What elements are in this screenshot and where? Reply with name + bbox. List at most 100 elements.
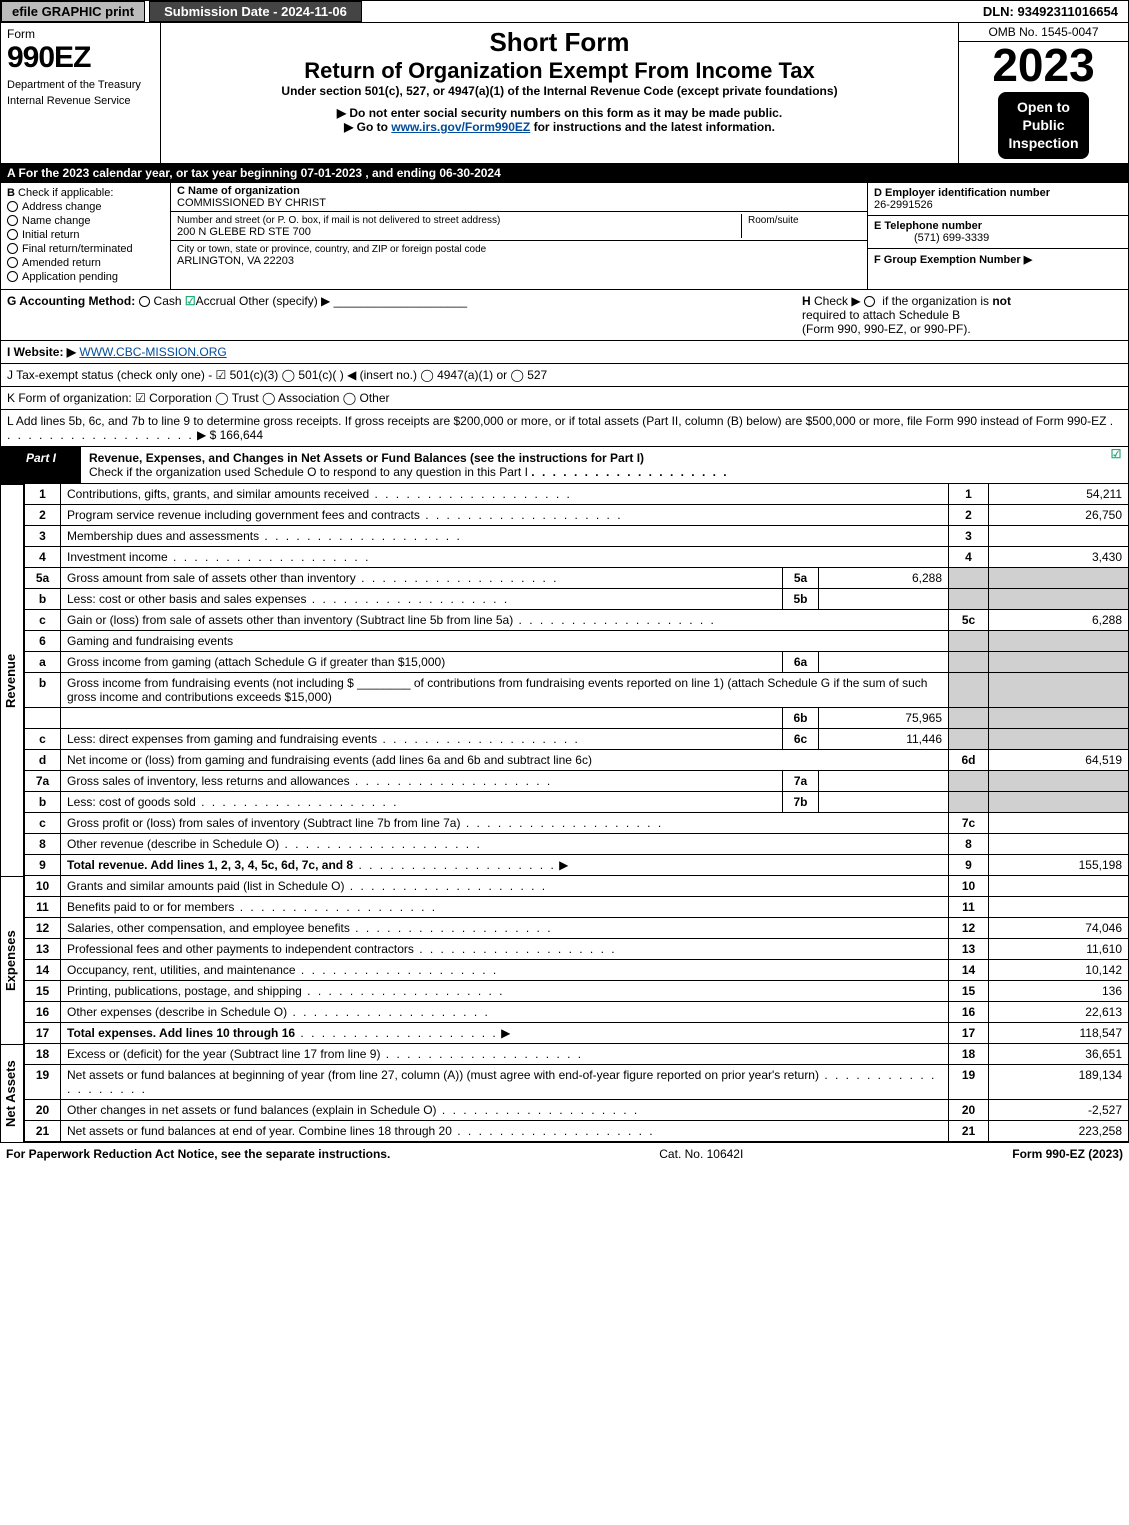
- g-accounting: G Accounting Method: Cash ☑Accrual Other…: [7, 294, 802, 336]
- line-19-val: 189,134: [989, 1064, 1129, 1099]
- goto-pre: ▶ Go to: [344, 120, 391, 134]
- h-label: H: [802, 294, 811, 308]
- open-public-badge: Open to Public Inspection: [998, 92, 1088, 159]
- street-label: Number and street (or P. O. box, if mail…: [177, 215, 500, 226]
- street: 200 N GLEBE RD STE 700: [177, 226, 311, 238]
- line-12-desc: Salaries, other compensation, and employ…: [67, 921, 350, 935]
- line-9-val: 155,198: [989, 854, 1129, 875]
- line-7c-desc: Gross profit or (loss) from sales of inv…: [67, 816, 460, 830]
- form-header: Form 990EZ Department of the Treasury In…: [0, 23, 1129, 164]
- line-20-val: -2,527: [989, 1099, 1129, 1120]
- group-exemption-label: F Group Exemption Number ▶: [874, 254, 1032, 266]
- line-18-desc: Excess or (deficit) for the year (Subtra…: [67, 1047, 380, 1061]
- irs-link[interactable]: www.irs.gov/Form990EZ: [391, 120, 530, 134]
- i-label: I Website: ▶: [7, 345, 76, 359]
- line-6d-val: 64,519: [989, 749, 1129, 770]
- dln: DLN: 93492311016654: [973, 2, 1128, 21]
- opt-application-pending[interactable]: Application pending: [7, 271, 164, 283]
- opt-final-return[interactable]: Final return/terminated: [7, 243, 164, 255]
- ein: 26-2991526: [874, 199, 933, 211]
- open-line1: Open to: [1017, 99, 1070, 115]
- line-14-desc: Occupancy, rent, utilities, and maintena…: [67, 963, 296, 977]
- part-1-checkbox[interactable]: ☑: [1104, 447, 1128, 483]
- g-label: G Accounting Method:: [7, 294, 135, 308]
- line-8-desc: Other revenue (describe in Schedule O): [67, 837, 279, 851]
- line-15-val: 136: [989, 980, 1129, 1001]
- no-ssn-note: ▶ Do not enter social security numbers o…: [169, 106, 950, 120]
- submission-date: Submission Date - 2024-11-06: [149, 1, 362, 22]
- h-t4: (Form 990, 990-EZ, or 990-PF).: [802, 322, 971, 336]
- net-assets-section: Net Assets 18Excess or (deficit) for the…: [0, 1044, 1129, 1142]
- expenses-label: Expenses: [0, 876, 24, 1044]
- check-if: Check if applicable:: [18, 187, 113, 199]
- top-bar: efile GRAPHIC print Submission Date - 20…: [0, 0, 1129, 23]
- line-12-val: 74,046: [989, 917, 1129, 938]
- section-bcd: B Check if applicable: Address change Na…: [0, 183, 1129, 290]
- goto-post: for instructions and the latest informat…: [530, 120, 775, 134]
- part-1-title: Revenue, Expenses, and Changes in Net As…: [81, 447, 1104, 483]
- line-7c-val: [989, 812, 1129, 833]
- line-7b-mid: [819, 791, 949, 812]
- line-9-desc: Total revenue. Add lines 1, 2, 3, 4, 5c,…: [67, 858, 353, 872]
- line-7b-desc: Less: cost of goods sold: [67, 795, 196, 809]
- org-name: COMMISSIONED BY CHRIST: [177, 197, 326, 209]
- opt-address-change[interactable]: Address change: [7, 201, 164, 213]
- line-17-val: 118,547: [989, 1022, 1129, 1043]
- h-checkbox[interactable]: [864, 296, 875, 307]
- line-6b-pre: Gross income from fundraising events (no…: [67, 676, 354, 690]
- footer-left: For Paperwork Reduction Act Notice, see …: [6, 1147, 390, 1161]
- row-k-form-org: K Form of organization: ☑ Corporation ◯ …: [0, 387, 1129, 410]
- open-line2: Public: [1022, 117, 1064, 133]
- tel: (571) 699-3339: [874, 232, 989, 244]
- row-a-calendar-year: A For the 2023 calendar year, or tax yea…: [0, 164, 1129, 183]
- website-link[interactable]: WWW.CBC-MISSION.ORG: [79, 345, 226, 359]
- g-cash[interactable]: Cash: [154, 294, 182, 308]
- line-11-val: [989, 896, 1129, 917]
- efile-print-button[interactable]: efile GRAPHIC print: [1, 1, 145, 22]
- line-4-desc: Investment income: [67, 550, 168, 564]
- l-amount: ▶ $ 166,644: [197, 428, 263, 442]
- line-10-desc: Grants and similar amounts paid (list in…: [67, 879, 344, 893]
- dept-treasury: Department of the Treasury: [7, 79, 154, 91]
- dept-irs: Internal Revenue Service: [7, 95, 154, 107]
- opt-initial-return[interactable]: Initial return: [7, 229, 164, 241]
- footer: For Paperwork Reduction Act Notice, see …: [0, 1142, 1129, 1165]
- line-13-desc: Professional fees and other payments to …: [67, 942, 414, 956]
- g-accrual[interactable]: Accrual: [196, 294, 236, 308]
- line-21-val: 223,258: [989, 1120, 1129, 1141]
- line-3-desc: Membership dues and assessments: [67, 529, 259, 543]
- col-b: B Check if applicable: Address change Na…: [1, 183, 171, 289]
- net-assets-table: 18Excess or (deficit) for the year (Subt…: [24, 1044, 1129, 1142]
- line-6c-mid: 11,446: [819, 728, 949, 749]
- col-c: C Name of organization COMMISSIONED BY C…: [171, 183, 868, 289]
- line-16-desc: Other expenses (describe in Schedule O): [67, 1005, 287, 1019]
- form-label: Form: [7, 27, 154, 41]
- line-5a-desc: Gross amount from sale of assets other t…: [67, 571, 356, 585]
- h-schedule-b: H Check ▶ if the organization is not req…: [802, 294, 1122, 336]
- line-2-desc: Program service revenue including govern…: [67, 508, 420, 522]
- line-3-val: [989, 525, 1129, 546]
- line-2-val: 26,750: [989, 504, 1129, 525]
- city-label: City or town, state or province, country…: [177, 244, 486, 255]
- revenue-section: Revenue 1Contributions, gifts, grants, a…: [0, 484, 1129, 876]
- opt-name-change[interactable]: Name change: [7, 215, 164, 227]
- line-6b-mid: 75,965: [819, 707, 949, 728]
- opt-amended-return[interactable]: Amended return: [7, 257, 164, 269]
- expenses-table: 10Grants and similar amounts paid (list …: [24, 876, 1129, 1044]
- h-t2: if the organization is: [882, 294, 992, 308]
- line-4-val: 3,430: [989, 546, 1129, 567]
- h-t3: required to attach Schedule B: [802, 308, 960, 322]
- line-1-val: 54,211: [989, 484, 1129, 505]
- line-5a-mid: 6,288: [819, 567, 949, 588]
- h-not: not: [992, 294, 1011, 308]
- row-l-gross-receipts: L Add lines 5b, 6c, and 7b to line 9 to …: [0, 410, 1129, 447]
- line-6d-desc: Net income or (loss) from gaming and fun…: [67, 753, 592, 767]
- line-10-val: [989, 876, 1129, 897]
- h-check: Check ▶: [814, 294, 861, 308]
- header-center: Short Form Return of Organization Exempt…: [161, 23, 958, 163]
- line-11-desc: Benefits paid to or for members: [67, 900, 234, 914]
- header-right: OMB No. 1545-0047 2023 Open to Public In…: [958, 23, 1128, 163]
- g-other[interactable]: Other (specify) ▶: [239, 294, 330, 308]
- tel-label: E Telephone number: [874, 220, 982, 232]
- row-j-tax-exempt: J Tax-exempt status (check only one) - ☑…: [0, 364, 1129, 387]
